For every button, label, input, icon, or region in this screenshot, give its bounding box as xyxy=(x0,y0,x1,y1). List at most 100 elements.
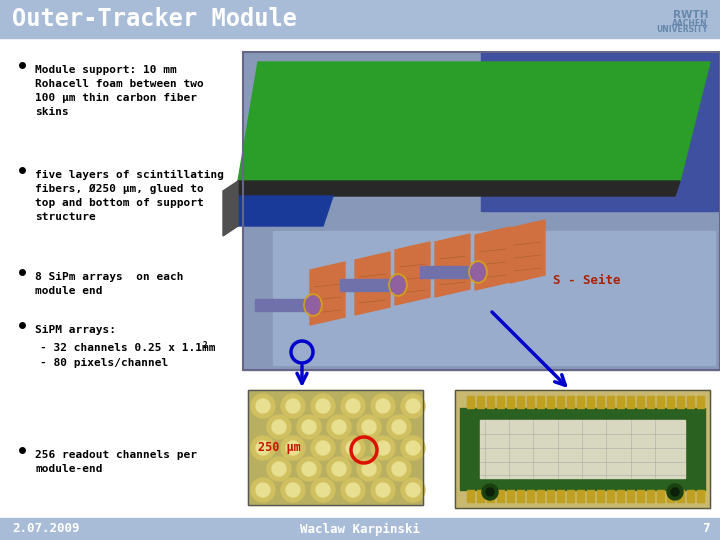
Circle shape xyxy=(371,478,395,502)
Bar xyxy=(647,396,654,408)
Circle shape xyxy=(267,415,291,439)
Polygon shape xyxy=(340,279,395,291)
Bar xyxy=(0,518,720,540)
Circle shape xyxy=(392,462,406,476)
Circle shape xyxy=(256,483,270,497)
Circle shape xyxy=(362,420,376,434)
Circle shape xyxy=(406,399,420,413)
Circle shape xyxy=(387,457,411,481)
Circle shape xyxy=(376,441,390,455)
Bar xyxy=(567,490,574,502)
Circle shape xyxy=(316,441,330,455)
Circle shape xyxy=(311,478,335,502)
Circle shape xyxy=(311,436,335,460)
Bar xyxy=(527,490,534,502)
Text: 2.07.2009: 2.07.2009 xyxy=(12,523,79,536)
Polygon shape xyxy=(510,220,545,283)
Bar xyxy=(460,408,705,490)
Bar xyxy=(607,396,614,408)
Bar xyxy=(637,396,644,408)
Circle shape xyxy=(341,394,365,418)
Text: Module support: 10 mm
Rohacell foam between two
100 μm thin carbon fiber
skins: Module support: 10 mm Rohacell foam betw… xyxy=(35,65,204,117)
Circle shape xyxy=(357,457,381,481)
Circle shape xyxy=(256,399,270,413)
Circle shape xyxy=(251,436,275,460)
Bar xyxy=(627,396,634,408)
Text: five layers of scintillating
fibers, Ø250 μm, glued to
top and bottom of support: five layers of scintillating fibers, Ø25… xyxy=(35,170,224,222)
Bar xyxy=(517,396,524,408)
Text: Waclaw Karpinski: Waclaw Karpinski xyxy=(300,523,420,536)
Bar xyxy=(667,490,674,502)
Bar xyxy=(547,396,554,408)
Bar xyxy=(557,396,564,408)
Circle shape xyxy=(256,441,270,455)
Circle shape xyxy=(346,399,360,413)
Circle shape xyxy=(316,399,330,413)
Text: AACHEN: AACHEN xyxy=(672,18,708,28)
Bar xyxy=(677,490,684,502)
Text: Outer-Tracker Module: Outer-Tracker Module xyxy=(12,7,297,31)
Polygon shape xyxy=(255,299,310,311)
Bar xyxy=(477,396,484,408)
Bar xyxy=(537,490,544,502)
Ellipse shape xyxy=(391,276,405,294)
Circle shape xyxy=(486,488,494,496)
Circle shape xyxy=(346,441,360,455)
Polygon shape xyxy=(223,181,238,236)
Polygon shape xyxy=(475,227,510,290)
Circle shape xyxy=(311,394,335,418)
Circle shape xyxy=(297,415,321,439)
Circle shape xyxy=(251,478,275,502)
Text: 8 SiPm arrays  on each
module end: 8 SiPm arrays on each module end xyxy=(35,272,184,296)
Circle shape xyxy=(281,478,305,502)
Circle shape xyxy=(286,483,300,497)
Circle shape xyxy=(392,420,406,434)
Bar xyxy=(657,490,664,502)
Bar xyxy=(587,490,594,502)
Bar xyxy=(248,390,423,505)
Bar xyxy=(497,396,504,408)
Bar xyxy=(507,396,514,408)
Bar xyxy=(577,396,584,408)
Bar xyxy=(697,490,704,502)
Circle shape xyxy=(281,394,305,418)
Ellipse shape xyxy=(306,296,320,314)
Bar xyxy=(487,396,494,408)
Circle shape xyxy=(667,484,683,500)
Circle shape xyxy=(286,399,300,413)
Circle shape xyxy=(362,462,376,476)
Polygon shape xyxy=(273,231,715,365)
Bar xyxy=(637,490,644,502)
Bar xyxy=(617,490,624,502)
Polygon shape xyxy=(395,242,430,305)
Bar xyxy=(667,396,674,408)
Text: UNIVERSITY: UNIVERSITY xyxy=(657,25,708,35)
Polygon shape xyxy=(355,252,390,315)
Bar xyxy=(537,396,544,408)
Bar xyxy=(567,396,574,408)
Bar xyxy=(243,52,720,370)
Text: RWTH: RWTH xyxy=(672,10,708,20)
Bar xyxy=(507,490,514,502)
Bar xyxy=(657,396,664,408)
Circle shape xyxy=(272,462,286,476)
Circle shape xyxy=(297,457,321,481)
Polygon shape xyxy=(233,181,680,196)
Circle shape xyxy=(332,462,346,476)
Circle shape xyxy=(387,415,411,439)
Circle shape xyxy=(341,478,365,502)
Bar xyxy=(487,490,494,502)
Bar xyxy=(677,396,684,408)
Bar xyxy=(687,490,694,502)
Circle shape xyxy=(302,462,316,476)
Ellipse shape xyxy=(471,263,485,281)
Bar xyxy=(248,390,423,505)
Bar xyxy=(597,396,604,408)
Bar xyxy=(467,490,474,502)
Text: 2: 2 xyxy=(203,341,207,350)
Circle shape xyxy=(482,484,498,500)
Bar xyxy=(607,490,614,502)
Polygon shape xyxy=(435,234,470,297)
Circle shape xyxy=(346,483,360,497)
Circle shape xyxy=(376,399,390,413)
